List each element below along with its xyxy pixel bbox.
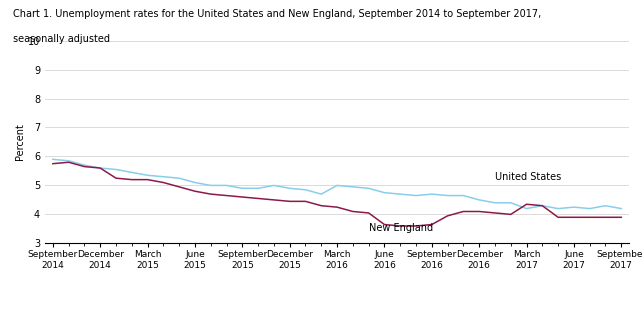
Text: seasonally adjusted: seasonally adjusted <box>13 34 110 44</box>
Text: Chart 1. Unemployment rates for the United States and New England, September 201: Chart 1. Unemployment rates for the Unit… <box>13 9 541 19</box>
Text: New England: New England <box>369 222 433 232</box>
Text: United States: United States <box>495 172 561 182</box>
Y-axis label: Percent: Percent <box>15 124 25 160</box>
